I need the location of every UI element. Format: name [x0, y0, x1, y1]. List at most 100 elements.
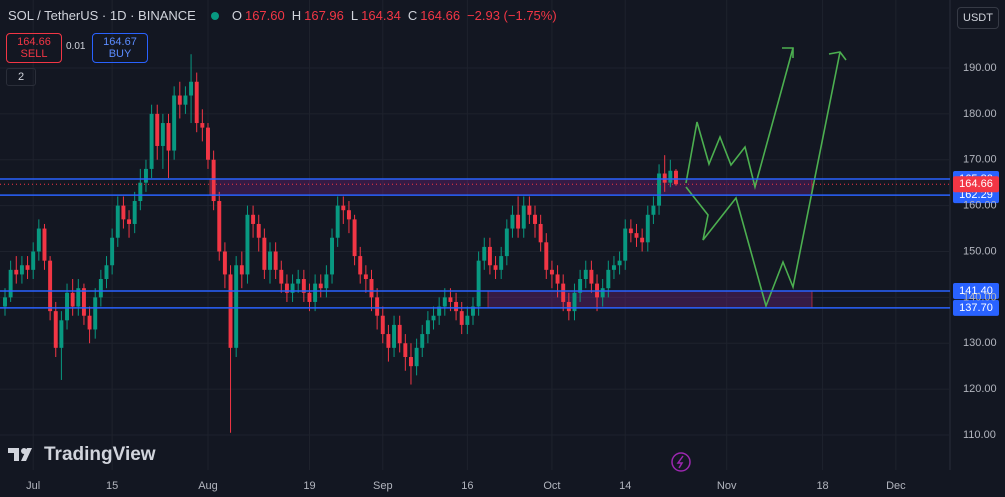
- candle-body: [19, 265, 24, 275]
- candle-body: [138, 182, 143, 202]
- candle-body: [380, 315, 385, 335]
- last-price-label: 164.66: [959, 178, 993, 190]
- candle-body: [645, 214, 650, 243]
- ohlc-key: L: [350, 8, 359, 23]
- event-icon[interactable]: [671, 452, 691, 472]
- candle-body: [673, 170, 678, 185]
- arrow-head: [782, 47, 794, 58]
- quantity: 0.01: [66, 41, 86, 52]
- candle-body: [425, 320, 430, 335]
- sell-button[interactable]: 164.66 SELL: [6, 33, 62, 63]
- candle-body: [149, 113, 154, 169]
- candle-body: [211, 159, 216, 202]
- candle-body: [606, 269, 611, 289]
- zone: [209, 178, 813, 196]
- candle-body: [662, 173, 667, 183]
- indicators-toggle[interactable]: 2: [6, 68, 36, 86]
- candle-body: [538, 223, 543, 243]
- candle-body: [301, 279, 306, 293]
- candle-body: [504, 228, 509, 257]
- candle-body: [76, 288, 81, 307]
- candle-body: [375, 297, 380, 316]
- candle-body: [341, 205, 346, 211]
- y-tick-label: 170.00: [963, 154, 997, 166]
- candle-body: [177, 95, 182, 105]
- candle-body: [98, 279, 103, 298]
- candle-body: [533, 214, 537, 224]
- candle-body: [110, 237, 115, 266]
- candle-body: [3, 297, 7, 307]
- candle-body: [403, 343, 408, 358]
- x-tick-label: 16: [461, 480, 473, 492]
- candle-body: [31, 251, 36, 270]
- candle-body: [527, 205, 532, 215]
- candle-body: [36, 228, 41, 252]
- x-tick-label: Sep: [373, 480, 393, 492]
- candle-body: [549, 269, 554, 275]
- candle-body: [572, 292, 577, 312]
- y-tick-label: 180.00: [963, 108, 997, 120]
- candle-body: [471, 306, 475, 316]
- candles: [3, 54, 678, 433]
- candle-body: [256, 223, 261, 238]
- market-status: [210, 11, 219, 20]
- candle-body: [59, 320, 64, 348]
- y-tick-label: 190.00: [963, 62, 997, 74]
- currency-select[interactable]: USDT: [957, 7, 999, 29]
- candle-body: [160, 123, 165, 146]
- ohlc-key: O: [231, 8, 242, 23]
- brand-logo: TradingView: [8, 444, 156, 466]
- candle-body: [566, 301, 571, 312]
- currency: USDT: [963, 12, 993, 24]
- candle-body: [228, 274, 233, 348]
- candle-body: [668, 170, 673, 183]
- candle-body: [194, 81, 199, 124]
- candle-body: [206, 127, 210, 160]
- projection-up: [685, 47, 794, 191]
- candle-body: [544, 242, 549, 270]
- candle-body: [234, 265, 239, 348]
- candle-body: [166, 123, 171, 151]
- grid: [0, 0, 950, 470]
- candle-body: [143, 168, 148, 183]
- candle-body: [262, 237, 267, 270]
- candle-body: [87, 315, 92, 330]
- candle-body: [363, 274, 368, 280]
- brand-name: TradingView: [44, 444, 156, 465]
- candle-body: [578, 279, 583, 293]
- candle-body: [611, 265, 616, 270]
- candle-body: [521, 205, 526, 229]
- zones: [209, 178, 813, 309]
- candle-body: [352, 219, 357, 257]
- ohlc-value: 164.66: [420, 8, 461, 23]
- indicators-count: 2: [17, 71, 25, 83]
- candle-body: [290, 283, 295, 293]
- projection: [685, 47, 847, 309]
- candle-body: [279, 269, 284, 284]
- symbol[interactable]: SOL / TetherUS · 1D · BINANCE: [8, 8, 196, 23]
- ohlc-value: 167.96: [304, 8, 344, 23]
- buy-button[interactable]: 164.67 BUY: [92, 33, 148, 63]
- candle-body: [482, 246, 487, 261]
- candle-body: [414, 347, 419, 367]
- candle-body: [48, 260, 53, 312]
- change: −2.93 (−1.75%): [467, 8, 557, 23]
- candle-body: [459, 311, 464, 325]
- candle-body: [487, 246, 492, 266]
- candle-body: [104, 265, 109, 280]
- candle-body: [70, 292, 75, 307]
- candle-body: [115, 205, 120, 238]
- candle-body: [640, 237, 645, 243]
- candle-body: [392, 324, 397, 348]
- candle-body: [623, 228, 628, 261]
- x-tick-label: Dec: [886, 480, 906, 492]
- candle-body: [589, 269, 594, 284]
- candle-body: [296, 279, 301, 284]
- event-bolt: [676, 455, 684, 469]
- candle-body: [25, 265, 30, 270]
- ohlc-key: C: [407, 8, 418, 23]
- candle-body: [437, 306, 442, 316]
- candle-body: [81, 288, 86, 316]
- candle-body: [222, 251, 227, 275]
